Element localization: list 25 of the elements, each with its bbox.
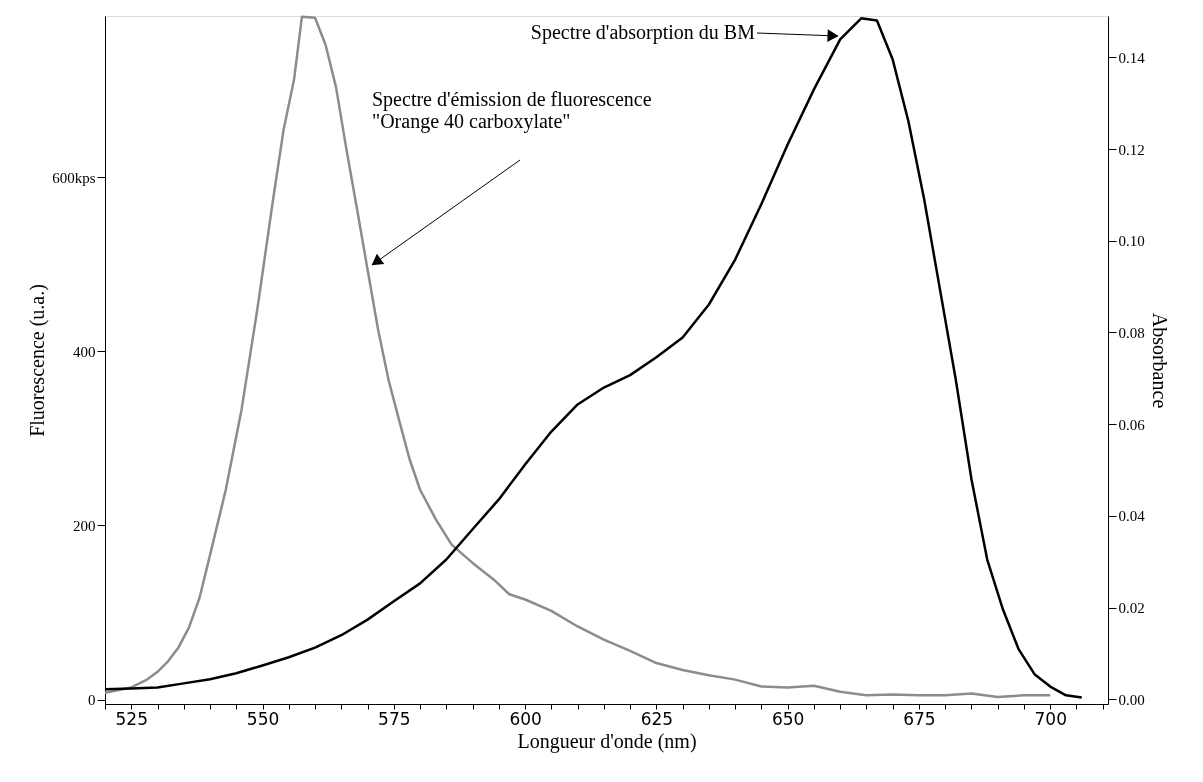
- x-tick-label: 575: [378, 708, 411, 729]
- x-tick-label: 675: [903, 708, 936, 729]
- y-axis-title: Fluorescence (u.a.): [26, 284, 50, 437]
- x-tick-label: 650: [771, 708, 805, 729]
- y2-tick-label: 0.04: [1118, 508, 1146, 525]
- x-tick-label: 600: [509, 708, 542, 729]
- x-axis-title: Longueur d'onde (nm): [517, 729, 697, 753]
- y2-tick-label: 0.06: [1118, 416, 1146, 433]
- y-tick-label: 400: [73, 343, 96, 360]
- y2-tick-label: 0.00: [1118, 691, 1145, 708]
- y2-tick-label: 0.08: [1118, 324, 1145, 341]
- x-tick-label: 550: [246, 708, 280, 729]
- x-tick-label: 525: [115, 708, 148, 729]
- annotation: Spectre d'absorption du BM: [530, 21, 756, 44]
- y-tick-label: 0: [88, 692, 96, 709]
- y2-axis-title: Absorbance: [1148, 312, 1171, 409]
- y2-tick-label: 0.10: [1118, 233, 1145, 250]
- x-tick-label: 625: [640, 708, 674, 729]
- y2-tick-label: 0.12: [1118, 141, 1145, 158]
- y-tick-label: 200: [73, 517, 96, 534]
- y2-tick-label: 0.14: [1118, 49, 1146, 66]
- y-tick-label: 600kps: [52, 169, 96, 186]
- y2-tick-label: 0.02: [1118, 600, 1145, 617]
- annotation: Spectre d'émission de fluorescence "Orange 40 carboxylate": [372, 88, 652, 133]
- x-tick-label: 700: [1034, 708, 1067, 729]
